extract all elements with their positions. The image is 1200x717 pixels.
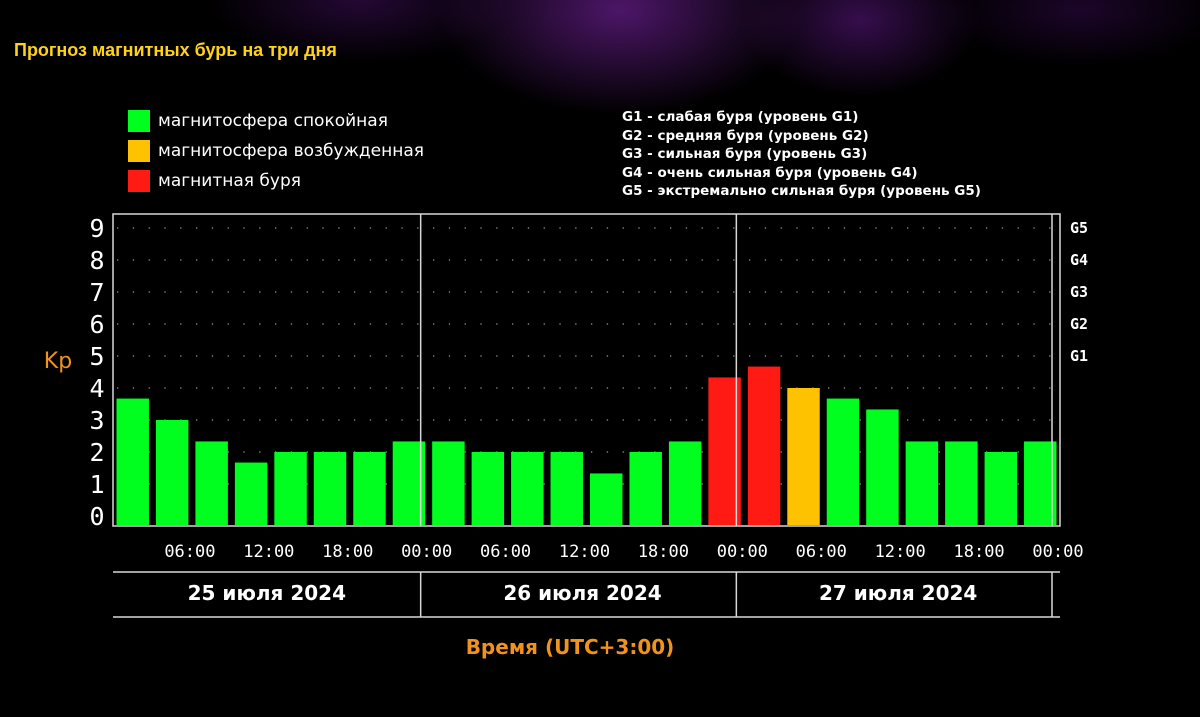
bar-24 <box>1024 441 1057 525</box>
legend-swatch-quiet <box>128 110 150 132</box>
x-tick-label-8: 00:00 <box>717 542 768 562</box>
x-tick-label-2: 12:00 <box>243 542 294 562</box>
bar-3 <box>195 441 228 525</box>
bar-16 <box>708 377 741 525</box>
bar-15 <box>668 441 702 525</box>
bar-21 <box>905 441 939 525</box>
bar-14 <box>629 452 662 525</box>
day-label-3: 27 июля 2024 <box>819 581 977 605</box>
legend-item-quiet: магнитосфера спокойная <box>128 106 424 136</box>
bar-7 <box>353 452 386 525</box>
right-tick-label-g3: G3 <box>1070 283 1088 301</box>
legend-label-active: магнитосфера возбужденная <box>158 141 424 161</box>
bar-22 <box>945 441 978 525</box>
x-tick-label-4: 00:00 <box>401 542 452 562</box>
legend-swatch-storm <box>128 170 150 192</box>
g-level-g4: G4 - очень сильная буря (уровень G4) <box>622 164 918 181</box>
x-tick-label-3: 18:00 <box>322 542 373 562</box>
bar-5 <box>274 452 307 525</box>
bar-23 <box>984 452 1018 525</box>
bar-11 <box>511 452 544 525</box>
bar-8 <box>392 441 426 525</box>
x-axis-title: Время (UTC+3:00) <box>466 635 675 659</box>
x-tick-label-6: 12:00 <box>559 542 610 562</box>
y-tick-label-2: 2 <box>89 438 104 467</box>
bar-1 <box>116 398 149 525</box>
y-tick-label-8: 8 <box>89 246 104 275</box>
y-tick-label-4: 4 <box>89 374 104 403</box>
legend: магнитосфера спокойная магнитосфера возб… <box>128 106 424 196</box>
bar-layer <box>116 366 1057 525</box>
bar-20 <box>866 409 899 525</box>
x-tick-label-1: 06:00 <box>164 542 215 562</box>
x-tick-label-11: 18:00 <box>953 542 1004 562</box>
right-tick-label-g1: G1 <box>1070 347 1088 365</box>
page-title: Прогноз магнитных бурь на три дня <box>14 40 337 60</box>
bar-6 <box>313 452 347 525</box>
g-level-legend: G1 - слабая буря (уровень G1) G2 - средн… <box>622 108 981 201</box>
bar-4 <box>234 462 268 525</box>
bar-19 <box>826 398 860 525</box>
bar-13 <box>590 473 623 525</box>
legend-item-storm: магнитная буря <box>128 166 424 196</box>
right-tick-label-g4: G4 <box>1070 251 1088 269</box>
right-tick-label-g5: G5 <box>1070 219 1088 237</box>
y-axis-title: Kp <box>44 349 72 374</box>
x-tick-label-5: 06:00 <box>480 542 531 562</box>
y-tick-label-1: 1 <box>89 470 104 499</box>
axis-layer: 0 1 2 3 4 5 6 7 8 9 G1 G2 G3 G4 G5 06:00 12:00 18:00 00:00… <box>89 213 1088 618</box>
legend-item-active: магнитосфера возбужденная <box>128 136 424 166</box>
plot-frame <box>112 213 1061 527</box>
y-tick-label-0: 0 <box>89 502 104 531</box>
right-tick-label-g2: G2 <box>1070 315 1088 333</box>
y-tick-label-7: 7 <box>89 278 104 307</box>
y-tick-label-5: 5 <box>89 342 104 371</box>
y-tick-label-3: 3 <box>89 406 104 435</box>
x-tick-label-10: 12:00 <box>875 542 926 562</box>
bar-9 <box>432 441 465 525</box>
g-level-g1: G1 - слабая буря (уровень G1) <box>622 109 859 125</box>
g-level-g2: G2 - средняя буря (уровень G2) <box>622 127 869 144</box>
x-tick-label-12: 00:00 <box>1032 542 1083 562</box>
g-level-g3: G3 - сильная буря (уровень G3) <box>622 146 868 162</box>
bar-10 <box>471 452 505 525</box>
bar-18 <box>787 388 820 525</box>
y-tick-label-9: 9 <box>89 214 104 243</box>
bar-17 <box>747 366 781 525</box>
legend-label-quiet: магнитосфера спокойная <box>158 111 388 131</box>
legend-label-storm: магнитная буря <box>158 171 301 191</box>
x-tick-label-9: 06:00 <box>796 542 847 562</box>
day-label-1: 25 июля 2024 <box>188 581 346 605</box>
g-level-g5: G5 - экстремально сильная буря (уровень … <box>622 183 981 199</box>
day-label-2: 26 июля 2024 <box>503 581 661 605</box>
x-tick-label-7: 18:00 <box>638 542 689 562</box>
legend-swatch-active <box>128 140 150 162</box>
bar-2 <box>155 420 189 525</box>
bar-12 <box>550 452 583 525</box>
y-tick-label-6: 6 <box>89 310 104 339</box>
